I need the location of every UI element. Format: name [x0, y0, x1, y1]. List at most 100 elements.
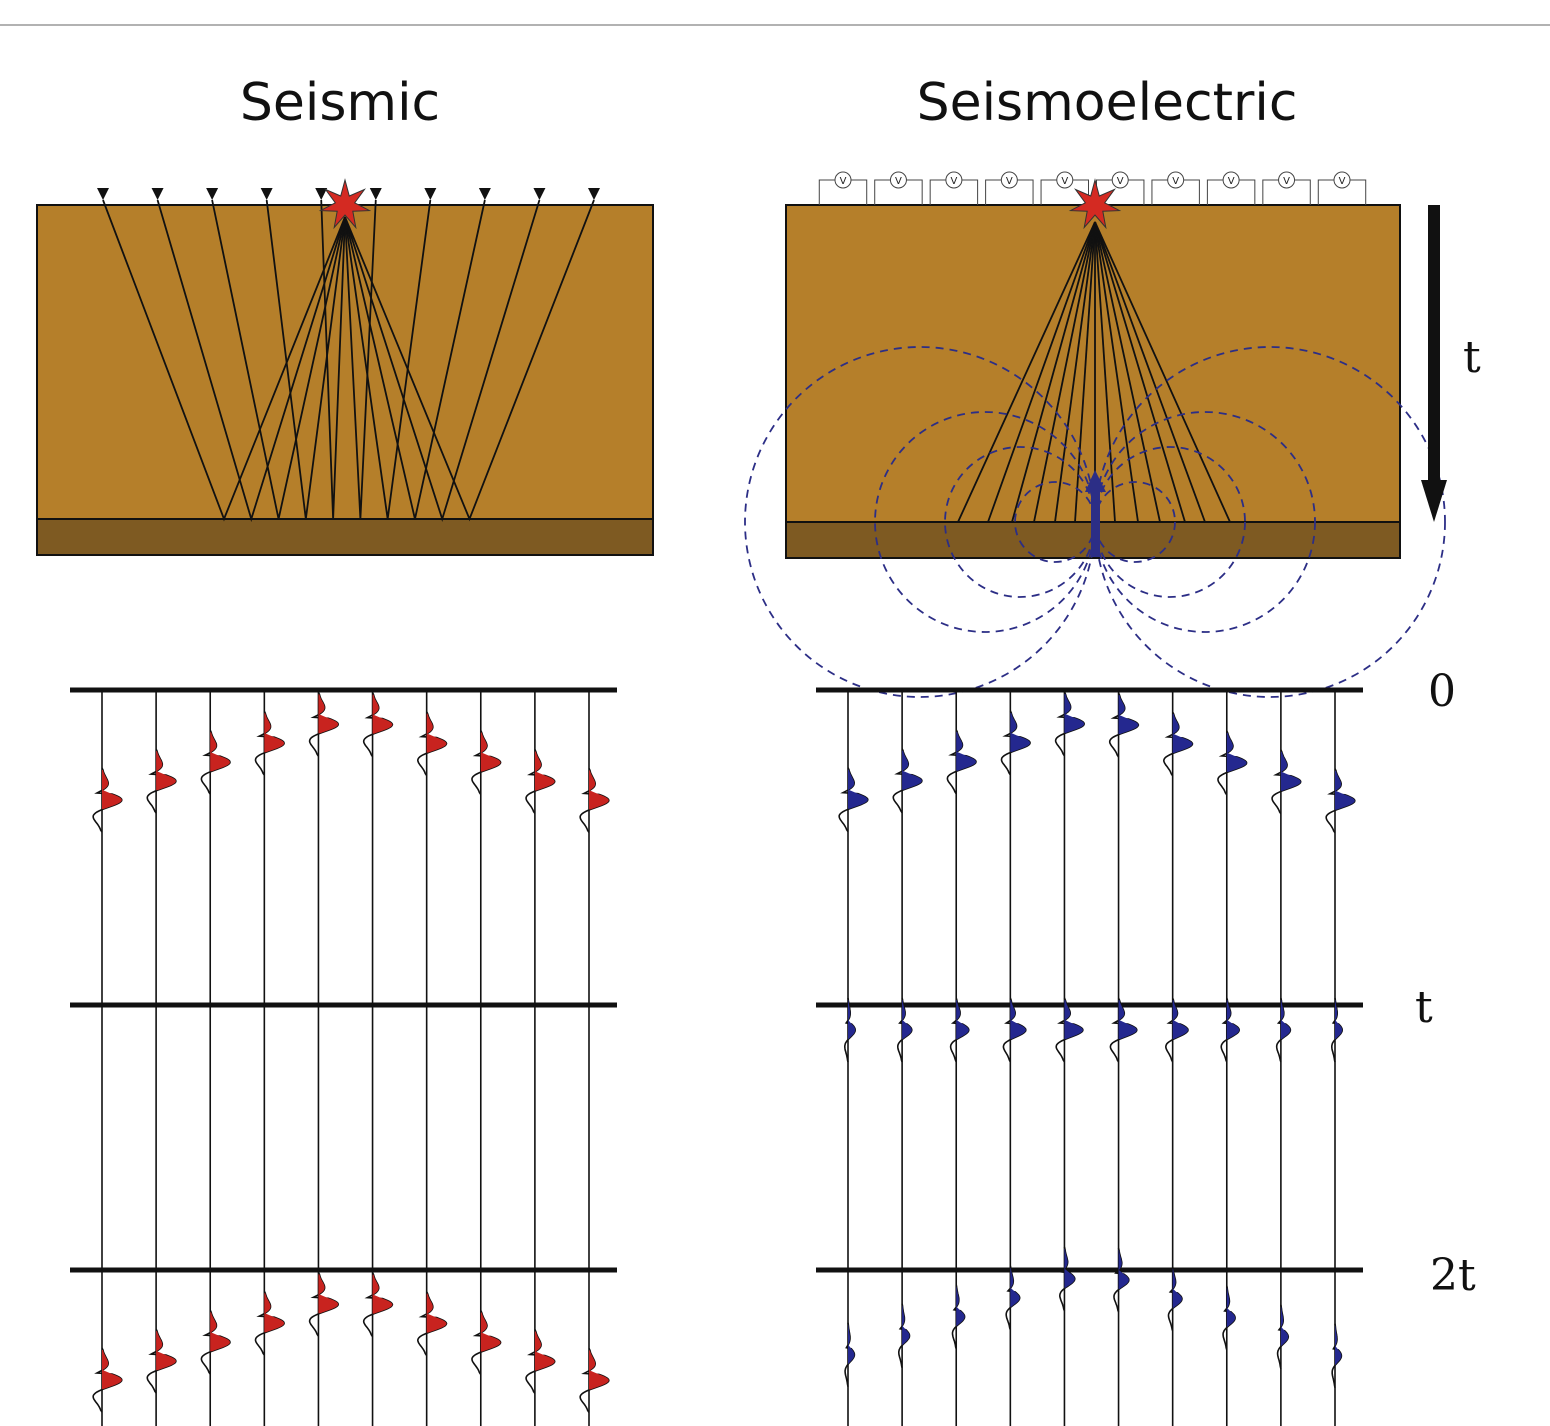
wavelet-fill	[1118, 1000, 1137, 1039]
seismic-ray	[102, 199, 346, 522]
wavelet-fill	[956, 1286, 965, 1326]
receiver-triangle-icon	[424, 188, 437, 200]
receiver-triangle-icon	[315, 188, 328, 200]
wavelet-fill	[534, 1331, 555, 1371]
voltmeter-label: V	[1172, 176, 1179, 187]
wavelet-fill	[426, 713, 447, 753]
seismic-ground-model	[36, 178, 654, 556]
wavelet-fill	[956, 731, 976, 771]
wavelet-fill	[902, 1305, 910, 1345]
voltmeter-icon: V	[818, 171, 868, 205]
wavelet-fill	[1064, 1248, 1075, 1288]
wavelet-fill	[902, 750, 922, 790]
seismic-ray	[320, 199, 346, 520]
wavelet-fill	[1226, 1287, 1236, 1327]
wavelet-fill	[1172, 1000, 1188, 1039]
wavelet-fill	[1172, 1268, 1182, 1308]
seismoelectric-ray	[1094, 221, 1161, 523]
seismic-ray	[344, 199, 377, 520]
seismic-lower-layer	[36, 518, 654, 556]
receiver-triangle-icon	[478, 188, 491, 200]
field-line	[1094, 481, 1176, 563]
wavelet-fill	[848, 769, 868, 809]
voltmeter-label: V	[1117, 176, 1124, 187]
seismoelectric-ray	[1011, 221, 1096, 523]
voltmeter-icon: V	[929, 171, 979, 205]
seismic-ray	[344, 199, 432, 520]
voltmeter-label: V	[1061, 176, 1068, 187]
receiver-triangle-icon	[206, 188, 219, 200]
wavelet-fill	[1118, 1250, 1129, 1289]
wavelet-fill	[1064, 1000, 1083, 1039]
receiver-triangle-icon	[151, 188, 164, 200]
dipole-arrow-icon	[1085, 470, 1106, 557]
wavelet-fill	[1010, 712, 1031, 752]
wavelet-fill	[1226, 1000, 1240, 1039]
seismic-upper-layer	[36, 204, 654, 520]
seismic-trace-panel	[70, 687, 617, 1426]
time-label-zero: 0	[1428, 666, 1456, 717]
time-label-t: t	[1415, 982, 1433, 1033]
wavelet-fill	[1064, 693, 1085, 733]
voltmeter-icon: V	[1262, 171, 1311, 205]
wavelet-fill	[1280, 1306, 1289, 1346]
receiver-triangle-icon	[97, 188, 109, 200]
seismic-ray	[265, 199, 346, 520]
voltmeter-icon: V	[1206, 171, 1256, 205]
wavelet-fill	[1010, 1267, 1020, 1307]
voltmeter-label: V	[950, 176, 957, 187]
wavelet-fill	[589, 770, 609, 810]
wavelet-fill	[102, 1350, 122, 1389]
wavelet-fill	[1280, 1000, 1291, 1039]
wavelet-fill	[956, 1000, 969, 1039]
seismoelectric-ray	[987, 221, 1096, 523]
wavelet-fill	[102, 770, 122, 809]
seismoelectric-ray	[1054, 221, 1096, 523]
wavelet-fill	[210, 732, 230, 772]
wavelet-fill	[318, 694, 339, 734]
seismoelectric-title: Seismoelectric	[917, 73, 1298, 133]
wavelet-fill	[1226, 732, 1247, 772]
voltmeter-icon: V	[1040, 171, 1089, 205]
seismoelectric-trace-panel	[816, 687, 1363, 1426]
wavelet-fill	[1118, 695, 1139, 734]
wavelet-fill	[264, 713, 285, 753]
seismoelectric-ray	[1094, 221, 1186, 523]
time-arrow-label: t	[1463, 332, 1481, 383]
wavelet-fill	[848, 1000, 856, 1039]
field-line	[1094, 411, 1316, 633]
voltmeter-label: V	[1006, 176, 1013, 187]
wavelet-fill	[372, 694, 393, 734]
wavelet-fill	[156, 751, 176, 791]
voltmeter-label: V	[1283, 176, 1290, 187]
voltmeter-icon: V	[1151, 171, 1200, 205]
wavelet-fill	[1010, 1000, 1026, 1039]
seismoelectric-ray	[1033, 221, 1096, 523]
seismic-ray-paths	[102, 199, 595, 523]
wavelet-fill	[1335, 1000, 1343, 1039]
wavelet-fill	[1335, 770, 1355, 810]
receiver-triangle-icon	[533, 188, 546, 200]
wavelet-fill	[210, 1312, 230, 1352]
seismic-ray	[211, 199, 346, 520]
seismic-receivers	[97, 188, 600, 200]
receiver-triangle-icon	[588, 188, 600, 200]
seismic-ray	[156, 199, 346, 523]
field-line	[1094, 446, 1246, 598]
voltmeter-label: V	[1228, 176, 1235, 187]
seismoelectric-ray	[957, 221, 1096, 523]
wavelet-fill	[1172, 713, 1193, 753]
wavelet-fill	[318, 1274, 339, 1314]
wavelet-fill	[264, 1293, 285, 1333]
voltmeter-label: V	[840, 176, 847, 187]
seismic-title: Seismic	[240, 73, 440, 133]
wavelet-fill	[1280, 751, 1301, 791]
voltmeter-icon: V	[985, 171, 1034, 205]
receiver-triangle-icon	[260, 188, 273, 200]
seismoelectric-ray	[1094, 221, 1116, 523]
receiver-triangle-icon	[369, 188, 382, 200]
wavelet-fill	[1335, 1325, 1342, 1365]
voltmeter-icon: V	[874, 171, 923, 205]
